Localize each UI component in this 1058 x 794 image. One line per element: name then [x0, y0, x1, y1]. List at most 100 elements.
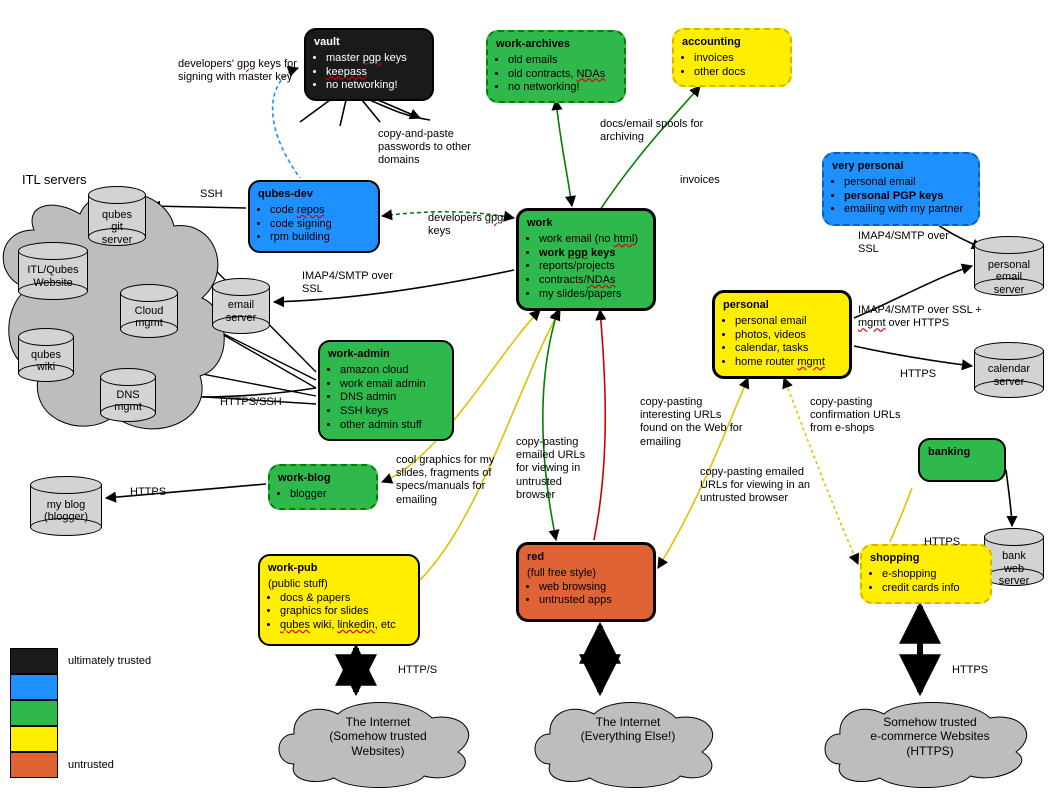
box-subtitle: (public stuff) [268, 578, 410, 592]
box-title: red [527, 551, 645, 565]
server-calendar: calendarserver [974, 342, 1044, 398]
box-items: blogger [278, 488, 368, 502]
legend-row [10, 674, 151, 700]
edge-label-https3: HTTPS [952, 664, 1002, 677]
cloud-net3: Somehow trustede-commerce Websites(HTTPS… [820, 694, 1040, 774]
edge-label-copy-pwd: copy-and-paste passwords to other domain… [378, 128, 488, 168]
server-label: qubesgitserver [88, 209, 146, 247]
server-cloud-mgmt: Cloudmgmt [120, 284, 178, 338]
server-bank: bankwebserver [984, 528, 1044, 586]
box-item: code repos [270, 204, 370, 218]
legend-label: untrusted [68, 759, 114, 771]
server-label: personalemailserver [974, 259, 1044, 297]
legend-row: ultimately trusted [10, 648, 151, 674]
box-item: SSH keys [340, 405, 444, 419]
cloud-label: The Internet(Somehow trustedWebsites) [274, 715, 482, 758]
server-dns-mgmt: DNSmgmt [100, 368, 156, 422]
edge-label-https-cal: HTTPS [900, 368, 950, 381]
box-item: code signing [270, 218, 370, 232]
edge-label-imap3: IMAP4/SMTP over SSL + mgmt over HTTPS [858, 304, 1008, 330]
box-title: shopping [870, 552, 982, 566]
box-item: work email admin [340, 378, 444, 392]
legend-swatch [10, 648, 58, 674]
cloud-label: Somehow trustede-commerce Websites(HTTPS… [820, 715, 1040, 758]
edge-3 [556, 100, 572, 206]
legend-swatch [10, 674, 58, 700]
edge-label-cp-web-urls: copy-pasting interesting URLs found on t… [640, 396, 750, 449]
domain-accounting: accountinginvoicesother docs [672, 28, 792, 87]
box-item: blogger [290, 488, 368, 502]
box-title: work-admin [328, 348, 444, 362]
box-item: personal email [844, 176, 970, 190]
box-title: work-blog [278, 472, 368, 486]
box-items: amazon cloudwork email adminDNS adminSSH… [328, 364, 444, 433]
box-item: qubes wiki, linkedin, etc [280, 619, 410, 633]
box-items: code reposcode signingrpm building [258, 204, 370, 245]
box-item: personal email [735, 315, 841, 329]
box-item: graphics for slides [280, 605, 410, 619]
edge-label-https-blog: HTTPS [130, 486, 180, 499]
server-pers-email: personalemailserver [974, 236, 1044, 296]
edge-label-cp-email-urls: copy-pasting emailed URLs for viewing in… [516, 436, 586, 502]
edge-20 [1006, 470, 1012, 526]
box-item: keepass [326, 66, 424, 80]
box-item: web browsing [539, 581, 645, 595]
box-item: other admin stuff [340, 419, 444, 433]
box-title: very personal [832, 160, 970, 174]
box-item: master pgp keys [326, 52, 424, 66]
edge-label-dev-gpg2: developers gpg keys [428, 212, 528, 238]
legend-label: ultimately trusted [68, 655, 151, 667]
box-title: banking [928, 446, 996, 460]
edge-2 [370, 100, 430, 120]
box-item: invoices [694, 52, 782, 66]
legend-row [10, 726, 151, 752]
server-itl-web: ITL/QubesWebsite [18, 242, 88, 300]
box-title: work-pub [268, 562, 410, 576]
edge-label-cp-shop-urls: copy-pasting confirmation URLs from e-sh… [810, 396, 920, 436]
server-label: my blog(blogger) [30, 499, 102, 524]
edge-4 [600, 86, 700, 210]
diagram-canvas: { "colors":{ "black":"#1a1a1a","blue":"#… [0, 0, 1058, 794]
edge-label-ssh: SSH [200, 188, 240, 201]
edge-label-dev-gpg: developers' gpg keys for signing with ma… [178, 58, 298, 84]
box-item: work pgp keys [539, 247, 645, 261]
domain-qubes-dev: qubes-dev code reposcode signingrpm build… [248, 180, 380, 253]
box-item: no networking! [508, 81, 616, 95]
box-items: personal emailphotos, videoscalendar, ta… [723, 315, 841, 370]
edge-label-imap1: IMAP4/SMTP over SSL [302, 270, 402, 296]
edge-label-httpS1: HTTP/S [398, 664, 458, 677]
domain-work-admin: work-admin amazon cloudwork email adminDN… [318, 340, 454, 441]
cloud-net1: The Internet(Somehow trustedWebsites) [274, 694, 482, 774]
box-items: invoicesother docs [682, 52, 782, 80]
box-item: rpm building [270, 231, 370, 245]
server-qubes-git: qubesgitserver [88, 186, 146, 246]
domain-work-archives: work-archives old emailsold contracts, ND… [486, 30, 626, 103]
server-label: ITL/QubesWebsite [18, 264, 88, 289]
legend-swatch [10, 752, 58, 778]
box-item: no networking! [326, 79, 424, 93]
edge-13 [594, 310, 605, 540]
legend-swatch [10, 700, 58, 726]
edge-1 [300, 100, 420, 126]
domain-banking: banking [918, 438, 1006, 482]
cloud-label: The Internet(Everything Else!) [530, 715, 726, 744]
server-label: bankwebserver [984, 550, 1044, 588]
box-items: web browsinguntrusted apps [527, 581, 645, 609]
box-subtitle: (full free style) [527, 567, 645, 581]
domain-work: workwork email (no html)work pgp keysrep… [516, 208, 656, 311]
box-item: DNS admin [340, 391, 444, 405]
trust-legend: ultimately trusted untrusted [10, 648, 151, 778]
server-label: DNSmgmt [100, 389, 156, 414]
box-title: work-archives [496, 38, 616, 52]
box-item: credit cards info [882, 582, 982, 596]
domain-very-personal: very personal personal emailpersonal PGP … [822, 152, 980, 226]
box-item: personal PGP keys [844, 190, 970, 204]
box-items: old emailsold contracts, NDAsno networki… [496, 54, 616, 95]
domain-vault: vaultmaster pgp keyskeepassno networking… [304, 28, 434, 101]
legend-row [10, 700, 151, 726]
box-item: reports/projects [539, 260, 645, 274]
server-qubes-wiki: qubeswiki [18, 328, 74, 382]
box-title: qubes-dev [258, 188, 370, 202]
edge-label-imap2: IMAP4/SMTP over SSL [858, 230, 958, 256]
edge-label-invoices: invoices [680, 174, 740, 187]
